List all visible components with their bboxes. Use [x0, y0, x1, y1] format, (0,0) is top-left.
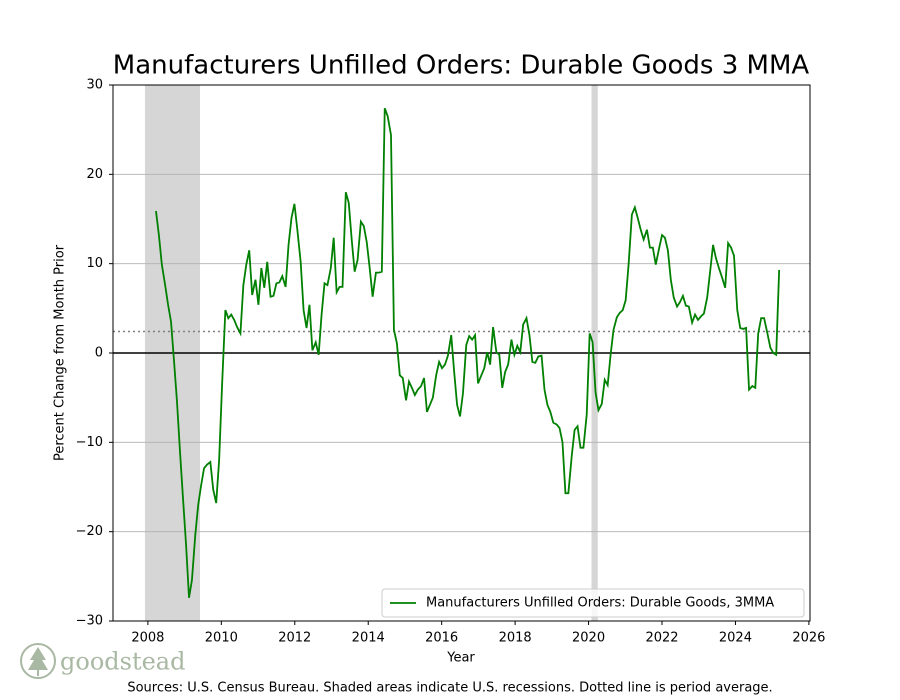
plot-frame: [112, 84, 811, 622]
x-tick-label: 2024: [719, 631, 752, 646]
logo-tree: [28, 647, 48, 676]
x-tick-label: 2020: [572, 631, 605, 646]
y-axis-label: Percent Change from Month Prior: [53, 244, 68, 461]
chart-title: Manufacturers Unfilled Orders: Durable G…: [113, 51, 810, 81]
x-tick-label: 2014: [352, 631, 385, 646]
x-tick-label: 2010: [205, 631, 238, 646]
x-tick-label: 2026: [792, 631, 825, 646]
x-tick-label: 2018: [499, 631, 532, 646]
y-tick-label: −30: [76, 614, 103, 629]
x-tick-label: 2022: [645, 631, 678, 646]
x-tick-label: 2008: [131, 631, 164, 646]
legend: Manufacturers Unfilled Orders: Durable G…: [381, 588, 805, 618]
logo-text: goodstead: [60, 648, 185, 676]
logo-ring: [20, 643, 56, 679]
y-tick-label: −10: [76, 435, 103, 450]
data-line: [155, 107, 781, 598]
x-tick-label: 2016: [425, 631, 458, 646]
y-tick-label: 10: [86, 256, 103, 271]
legend-label: Manufacturers Unfilled Orders: Durable G…: [426, 596, 774, 611]
source-note: Sources: U.S. Census Bureau. Shaded area…: [127, 681, 772, 696]
logo: goodstead: [20, 643, 185, 679]
y-tick-label: 20: [86, 167, 103, 182]
x-axis-label: Year: [446, 651, 475, 666]
y-tick-label: 0: [95, 346, 103, 361]
x-tick-label: 2012: [278, 631, 311, 646]
legend-box: [381, 588, 805, 618]
y-tick-label: 30: [86, 78, 103, 93]
y-tick-label: −20: [76, 524, 103, 539]
